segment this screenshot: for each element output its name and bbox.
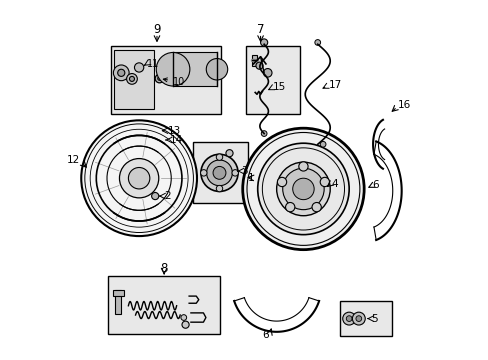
Text: 7: 7 — [256, 23, 264, 36]
Circle shape — [257, 143, 348, 235]
Circle shape — [129, 76, 134, 81]
Circle shape — [276, 162, 329, 216]
Circle shape — [311, 202, 321, 212]
Text: 4: 4 — [330, 179, 337, 189]
Text: 14: 14 — [169, 135, 183, 145]
Circle shape — [352, 312, 365, 325]
Text: 13: 13 — [167, 126, 181, 136]
Bar — [192, 143, 247, 203]
Bar — [115, 290, 121, 314]
Text: 3: 3 — [241, 166, 247, 176]
Circle shape — [200, 170, 206, 176]
Circle shape — [206, 160, 232, 186]
Circle shape — [151, 193, 159, 200]
Bar — [110, 46, 221, 114]
Circle shape — [216, 154, 222, 160]
Circle shape — [277, 177, 286, 186]
Text: 10: 10 — [163, 77, 185, 87]
Circle shape — [231, 170, 238, 176]
Circle shape — [113, 65, 129, 81]
Text: 15: 15 — [272, 82, 286, 92]
Text: 16: 16 — [397, 100, 410, 110]
Circle shape — [216, 185, 222, 192]
Circle shape — [81, 120, 197, 236]
Bar — [113, 290, 123, 296]
Bar — [108, 276, 220, 334]
Circle shape — [342, 312, 355, 325]
Text: 1: 1 — [247, 173, 254, 183]
Circle shape — [119, 158, 159, 198]
Circle shape — [126, 73, 137, 84]
Circle shape — [292, 178, 313, 200]
Circle shape — [213, 166, 225, 179]
Bar — [246, 46, 299, 114]
Circle shape — [261, 131, 266, 136]
Text: 11: 11 — [147, 59, 159, 68]
Circle shape — [201, 154, 238, 192]
Circle shape — [134, 63, 143, 72]
Circle shape — [242, 128, 364, 249]
Circle shape — [355, 316, 361, 321]
Text: 6: 6 — [262, 330, 268, 341]
Circle shape — [225, 150, 233, 157]
Bar — [251, 55, 257, 66]
Circle shape — [150, 134, 163, 147]
Circle shape — [255, 62, 263, 69]
Text: 6: 6 — [372, 180, 378, 190]
Circle shape — [320, 141, 325, 147]
Circle shape — [182, 321, 189, 328]
Circle shape — [263, 68, 271, 77]
Text: 9: 9 — [153, 23, 161, 36]
Text: 8: 8 — [160, 262, 167, 275]
Circle shape — [154, 137, 160, 143]
Circle shape — [282, 168, 324, 210]
Circle shape — [285, 202, 294, 212]
Bar — [340, 301, 391, 336]
Text: 12: 12 — [67, 156, 80, 165]
Circle shape — [151, 128, 156, 133]
Circle shape — [298, 162, 307, 171]
Circle shape — [314, 40, 320, 45]
Circle shape — [346, 316, 351, 321]
Circle shape — [156, 53, 189, 86]
Text: 5: 5 — [371, 314, 378, 324]
Circle shape — [118, 69, 124, 76]
Bar — [114, 50, 154, 109]
Text: 17: 17 — [328, 80, 341, 90]
Circle shape — [260, 39, 267, 46]
Bar — [173, 53, 217, 86]
Circle shape — [320, 177, 329, 186]
Circle shape — [147, 125, 159, 136]
Text: 2: 2 — [164, 191, 170, 201]
Circle shape — [155, 74, 163, 83]
Circle shape — [128, 167, 149, 189]
Circle shape — [206, 59, 227, 80]
Circle shape — [157, 77, 161, 80]
Circle shape — [181, 315, 186, 320]
